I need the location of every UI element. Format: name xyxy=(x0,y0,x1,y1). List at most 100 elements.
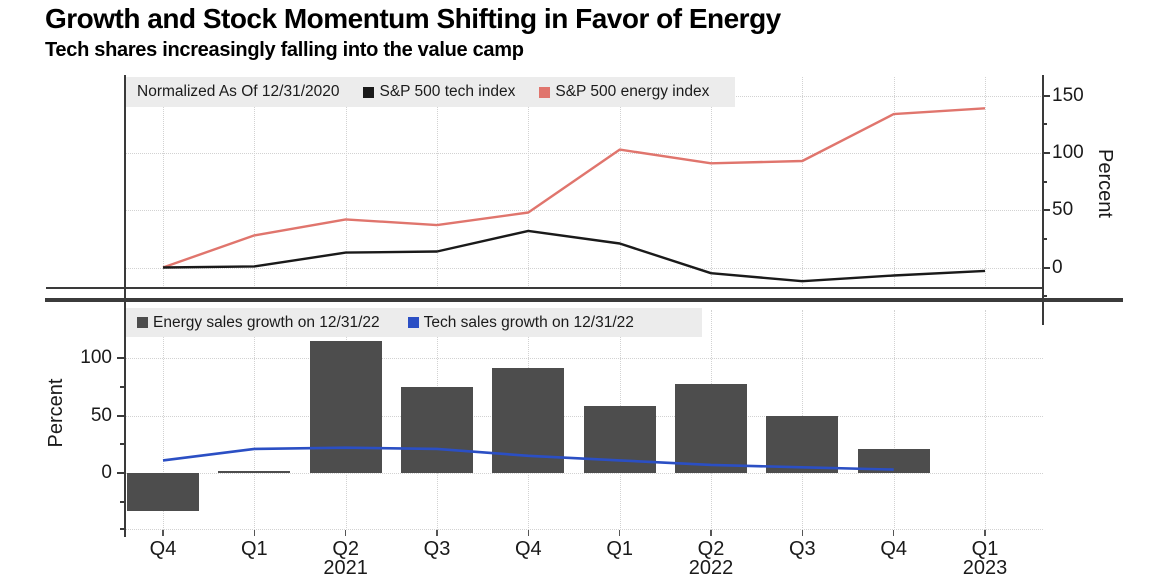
x-axis-tick xyxy=(801,530,804,536)
tech-sales-swatch xyxy=(407,317,419,328)
left-axis-line xyxy=(124,75,126,537)
year-label: 2023 xyxy=(962,557,1008,574)
gridline-h xyxy=(125,358,1043,359)
gridline-h xyxy=(125,153,1043,154)
gridline-v xyxy=(345,77,347,288)
x-axis-tick xyxy=(618,530,621,536)
gridline-v xyxy=(893,77,895,288)
energy-index-line xyxy=(162,107,986,269)
gridline-v xyxy=(984,77,986,288)
bar xyxy=(218,470,291,473)
gridline-h xyxy=(125,529,1043,531)
bar xyxy=(674,384,747,473)
bar xyxy=(583,406,656,473)
legend-item-energy-index: S&P 500 energy index xyxy=(539,83,709,101)
bar xyxy=(400,386,473,473)
x-tick-label: Q3 xyxy=(423,538,451,560)
legend-item-tech-index: S&P 500 tech index xyxy=(363,83,515,101)
top-chart-legend: Normalized As Of 12/31/2020 S&P 500 tech… xyxy=(125,77,735,107)
top-panel-baseline xyxy=(46,287,1043,289)
legend-label-tech-index: S&P 500 tech index xyxy=(379,83,516,100)
year-label: 2021 xyxy=(323,557,368,574)
legend-note: Normalized As Of 12/31/2020 xyxy=(137,83,340,100)
legend-item-tech-sales: Tech sales growth on 12/31/22 xyxy=(407,313,634,332)
tech-index-swatch xyxy=(363,86,375,98)
legend-item-energy-sales: Energy sales growth on 12/31/22 xyxy=(137,314,380,332)
gridline-h xyxy=(125,210,1043,212)
x-axis-tick xyxy=(436,530,438,536)
y-axis-minor-tick xyxy=(1043,295,1047,298)
x-axis-tick xyxy=(344,530,347,536)
gridline-v xyxy=(710,77,712,288)
y-axis-tick xyxy=(1043,94,1050,97)
bar xyxy=(492,368,565,473)
legend-label-tech-sales: Tech sales growth on 12/31/22 xyxy=(423,313,634,331)
x-tick-label: Q2 xyxy=(332,538,359,560)
tech-index-line xyxy=(162,229,986,283)
x-tick-label: Q4 xyxy=(149,538,177,560)
right-axis-line xyxy=(1042,75,1044,325)
gridline-v xyxy=(163,310,164,530)
legend-label-energy-sales: Energy sales growth on 12/31/22 xyxy=(153,313,380,331)
y-axis-tick xyxy=(117,414,124,417)
x-tick-label: Q2 xyxy=(697,538,725,560)
x-axis-tick xyxy=(527,530,530,536)
y-axis-minor-tick xyxy=(120,443,124,446)
y-axis-title-top: Percent xyxy=(1094,148,1116,218)
y-axis-tick xyxy=(1043,209,1050,212)
y-axis-minor-tick xyxy=(1043,237,1047,240)
x-tick-label: Q4 xyxy=(514,538,542,560)
bottom-chart-legend: Energy sales growth on 12/31/22 Tech sal… xyxy=(125,308,702,337)
bar xyxy=(309,340,382,473)
legend-label-energy-index: S&P 500 energy index xyxy=(555,83,710,100)
x-tick-label: Q4 xyxy=(880,538,907,560)
y-axis-minor-tick xyxy=(1043,123,1047,126)
gridline-v xyxy=(163,77,164,288)
y-axis-minor-tick xyxy=(1043,180,1047,183)
x-axis-tick xyxy=(984,530,986,536)
gridline-v xyxy=(619,77,621,288)
y-axis-minor-tick xyxy=(120,500,124,503)
x-axis-tick xyxy=(253,530,256,536)
y-axis-title-bottom: Percent xyxy=(45,378,67,448)
y-axis-minor-tick xyxy=(120,528,124,531)
bar xyxy=(127,473,199,511)
bar xyxy=(857,448,930,473)
y-tick-label: 0 xyxy=(1052,256,1063,278)
y-axis-tick xyxy=(117,357,124,359)
x-axis-tick xyxy=(710,530,712,536)
gridline-v xyxy=(254,310,256,530)
y-axis-tick xyxy=(1043,152,1050,154)
y-tick-label: 100 xyxy=(1052,142,1084,163)
x-tick-label: Q1 xyxy=(971,538,999,560)
energy-sales-swatch xyxy=(137,317,148,328)
gridline-v xyxy=(802,77,804,288)
gridline-v xyxy=(893,310,895,530)
x-axis-tick xyxy=(892,530,895,536)
y-tick-label: 50 xyxy=(90,404,112,426)
y-tick-label: 0 xyxy=(101,462,112,483)
gridline-h xyxy=(125,267,1043,269)
chart-title: Growth and Stock Momentum Shifting in Fa… xyxy=(45,3,781,34)
y-tick-label: 150 xyxy=(1052,84,1084,106)
y-axis-tick xyxy=(1043,266,1050,269)
x-axis-tick xyxy=(162,530,164,536)
gridline-h xyxy=(125,473,1043,474)
y-tick-label: 100 xyxy=(80,347,112,368)
gridline-v xyxy=(528,77,530,288)
chart-subtitle: Tech shares increasingly falling into th… xyxy=(45,39,524,61)
x-tick-label: Q1 xyxy=(240,538,268,560)
energy-index-swatch xyxy=(539,86,551,98)
x-tick-label: Q3 xyxy=(788,538,816,560)
x-tick-label: Q1 xyxy=(606,538,633,560)
y-axis-minor-tick xyxy=(120,385,124,388)
gridline-v xyxy=(254,77,256,288)
bar xyxy=(766,415,839,473)
y-axis-tick xyxy=(117,472,124,474)
gridline-v xyxy=(436,77,438,288)
year-label: 2022 xyxy=(688,557,734,574)
y-tick-label: 50 xyxy=(1052,199,1074,221)
gridline-v xyxy=(984,310,986,530)
panel-divider xyxy=(45,297,1123,302)
